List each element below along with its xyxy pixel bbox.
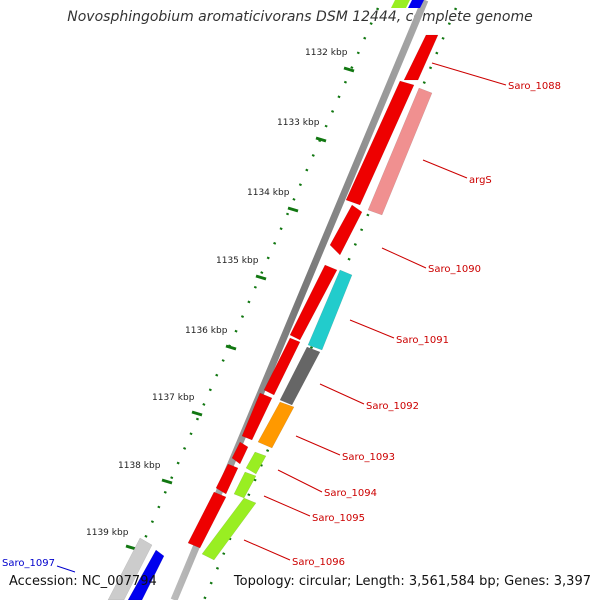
gene-arrow-args[interactable]	[367, 87, 433, 216]
label-leader-line	[381, 247, 427, 269]
gene-arrow-saro-1087[interactable]	[403, 34, 439, 81]
gene-arrow-saro-1091a[interactable]	[289, 264, 338, 341]
label-leader-line	[277, 469, 323, 493]
tick-mark	[225, 344, 237, 351]
gene-arrow-saro-1097a[interactable]	[107, 537, 153, 600]
gene-arrow-saro-1095[interactable]	[233, 471, 257, 499]
gene-arrow-top-sliver-2[interactable]	[408, 0, 424, 8]
tick-mark	[191, 410, 203, 417]
gene-arrow-saro-1090[interactable]	[329, 204, 363, 256]
tick-label: 1139 kbp	[86, 528, 129, 538]
tick-mark	[255, 274, 267, 281]
gene-label[interactable]: Saro_1097	[2, 558, 55, 569]
gene-label[interactable]: argS	[469, 175, 492, 186]
label-leader-line	[263, 495, 311, 517]
gene-arrow-saro-1092a[interactable]	[263, 337, 301, 396]
gene-arrow-saro-1094[interactable]	[245, 451, 267, 475]
gene-arrow-saro-1091[interactable]	[307, 269, 353, 351]
gene-arrow-saro-1096a[interactable]	[187, 491, 227, 549]
label-leader-line	[349, 319, 395, 339]
label-leader-line	[295, 435, 341, 456]
tick-mark	[343, 66, 355, 73]
gene-track	[107, 0, 439, 600]
gene-arrow-saro-1093a[interactable]	[241, 392, 273, 441]
gene-label[interactable]: Saro_1090	[428, 264, 481, 275]
tick-label: 1136 kbp	[185, 326, 228, 336]
gene-label[interactable]: Saro_1096	[292, 557, 345, 568]
gene-arrow-top-sliver[interactable]	[391, 0, 410, 8]
label-leader-line	[319, 383, 365, 405]
gene-arrow-saro-1097[interactable]	[127, 549, 165, 600]
gene-label-group: Saro_1088 argS Saro_1090 Saro_1091 Saro_1092…	[2, 62, 561, 573]
gene-arrow-saro-1096[interactable]	[201, 497, 257, 561]
gene-arrow-saro-1089[interactable]	[345, 80, 415, 206]
tick-label: 1132 kbp	[305, 48, 348, 58]
tick-label: 1134 kbp	[247, 188, 290, 198]
gene-label[interactable]: Saro_1094	[324, 488, 377, 499]
label-leader-line	[243, 539, 291, 561]
gene-arrow-saro-1093[interactable]	[257, 401, 295, 449]
tick-label: 1133 kbp	[277, 118, 320, 128]
tick-mark	[161, 478, 173, 485]
tick-mark	[287, 206, 299, 213]
gene-arrow-saro-1094a[interactable]	[231, 441, 249, 465]
gene-arrow-saro-1092[interactable]	[279, 346, 321, 406]
gene-label[interactable]: Saro_1091	[396, 335, 449, 346]
gene-label[interactable]: Saro_1092	[366, 401, 419, 412]
tick-mark	[125, 544, 137, 551]
gene-label[interactable]: Saro_1095	[312, 513, 365, 524]
gene-label[interactable]: Saro_1093	[342, 452, 395, 463]
label-leader-line	[422, 159, 468, 179]
gene-arrow-saro-1095a[interactable]	[215, 463, 239, 495]
tick-label: 1138 kbp	[118, 461, 161, 471]
accession-text: Accession: NC_007794	[9, 574, 157, 589]
tick-mark	[315, 136, 327, 143]
genome-summary-text: Topology: circular; Length: 3,561,584 bp…	[233, 574, 591, 589]
gene-label[interactable]: Saro_1088	[508, 81, 561, 92]
tick-label: 1137 kbp	[152, 393, 195, 403]
tick-label: 1135 kbp	[216, 256, 259, 266]
label-leader-line	[431, 62, 507, 86]
label-leader-line	[56, 565, 76, 573]
tick-group: 1132 kbp 1133 kbp 1134 kbp 1135 kbp 1136 kbp…	[86, 48, 355, 551]
